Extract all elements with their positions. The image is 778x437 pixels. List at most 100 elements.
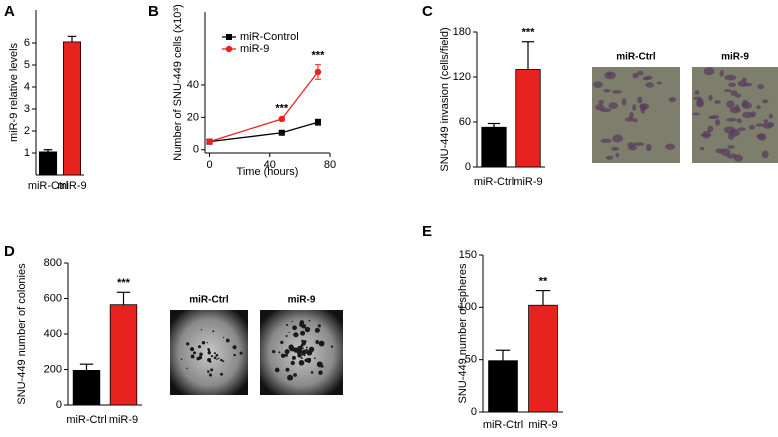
significance: ** xyxy=(539,275,548,287)
micrograph xyxy=(170,310,248,395)
bar xyxy=(515,69,541,168)
colony xyxy=(210,368,214,372)
colony xyxy=(213,356,217,360)
colony xyxy=(315,339,320,344)
cell xyxy=(728,82,737,88)
cell xyxy=(736,118,742,124)
colony xyxy=(301,323,307,329)
cell xyxy=(696,98,704,106)
colony xyxy=(213,352,216,355)
x-tick-label: 0 xyxy=(206,159,212,171)
bar xyxy=(72,369,101,406)
colony xyxy=(300,357,303,359)
y-tick-label: 0 xyxy=(471,406,477,418)
colony xyxy=(287,374,294,381)
micrograph xyxy=(592,67,680,163)
cell xyxy=(737,80,748,87)
colony xyxy=(210,355,214,358)
cell xyxy=(692,112,700,116)
cell xyxy=(767,122,775,127)
cell xyxy=(603,88,611,93)
cell xyxy=(612,89,623,94)
colony xyxy=(298,351,301,354)
marker xyxy=(278,115,286,123)
colony xyxy=(190,354,195,359)
panel-label: C xyxy=(422,3,433,20)
cell xyxy=(633,142,645,146)
colony xyxy=(308,319,311,322)
bar xyxy=(62,41,82,176)
colony xyxy=(284,353,288,357)
colony xyxy=(232,345,237,350)
significance: *** xyxy=(312,50,326,62)
colony xyxy=(218,357,220,360)
y-tick-label: 3 xyxy=(24,103,30,115)
marker xyxy=(206,138,213,145)
colony xyxy=(314,327,320,333)
cell xyxy=(637,96,643,104)
bar xyxy=(528,304,558,413)
image-label: miR-Ctrl xyxy=(616,52,656,63)
colony xyxy=(290,360,295,366)
y-axis-label: SNU-449 number of spheres xyxy=(457,263,469,404)
colony xyxy=(222,336,225,339)
y-axis-label: Number of SNU-449 cells (x10³) xyxy=(172,4,184,161)
y-tick-label: 40 xyxy=(187,79,199,91)
colony xyxy=(299,320,305,325)
colony xyxy=(317,324,321,328)
marker xyxy=(314,119,321,126)
y-tick-label: 800 xyxy=(44,257,62,269)
colony xyxy=(301,341,306,346)
y-axis-label: SNU-449 invasion (cells/field) xyxy=(439,27,451,171)
cell xyxy=(615,152,620,158)
x-tick-label: miR-9 xyxy=(57,180,86,192)
cell xyxy=(723,126,736,134)
cell xyxy=(724,89,732,93)
colony xyxy=(318,370,323,375)
colony xyxy=(186,367,188,370)
colony xyxy=(305,346,308,349)
cell xyxy=(621,97,627,106)
cell xyxy=(748,124,755,130)
panel-label: D xyxy=(4,243,15,260)
colony xyxy=(272,350,276,354)
colony xyxy=(302,347,304,350)
colony xyxy=(313,357,316,360)
cell xyxy=(741,99,749,108)
bar xyxy=(109,304,138,406)
cell xyxy=(727,145,735,149)
x-axis-label: Time (hours) xyxy=(237,166,299,178)
cell xyxy=(605,155,614,160)
cell xyxy=(734,93,742,98)
y-tick-label: 1 xyxy=(24,147,30,159)
cell xyxy=(632,104,637,111)
colony xyxy=(301,339,304,343)
cell xyxy=(737,127,746,131)
colony xyxy=(278,351,281,354)
y-axis-label: SNU-449 number of colonies xyxy=(16,263,28,405)
x-tick-label: miR-9 xyxy=(109,414,138,426)
cell xyxy=(645,82,654,88)
micrograph xyxy=(260,310,343,395)
cell xyxy=(593,81,603,88)
colony xyxy=(215,353,219,357)
cell xyxy=(665,143,676,150)
y-tick-label: 120 xyxy=(453,71,471,83)
cell xyxy=(608,102,618,109)
cell xyxy=(703,67,715,76)
y-tick-label: 6 xyxy=(24,37,30,49)
x-tick-label: miR-Ctrl xyxy=(28,180,68,192)
cell xyxy=(725,117,738,122)
image-label: miR-Ctrl xyxy=(189,295,229,306)
y-tick-label: 50 xyxy=(465,354,477,366)
cell xyxy=(726,100,735,108)
colony xyxy=(305,348,308,351)
cell xyxy=(607,72,612,76)
bar xyxy=(488,360,518,413)
x-tick-label: miR-9 xyxy=(528,419,557,431)
x-tick-label: miR-9 xyxy=(513,176,542,188)
cell xyxy=(757,84,765,90)
colony xyxy=(180,358,183,360)
x-tick-label: miR-Ctrl xyxy=(66,414,106,426)
colony xyxy=(292,325,297,331)
